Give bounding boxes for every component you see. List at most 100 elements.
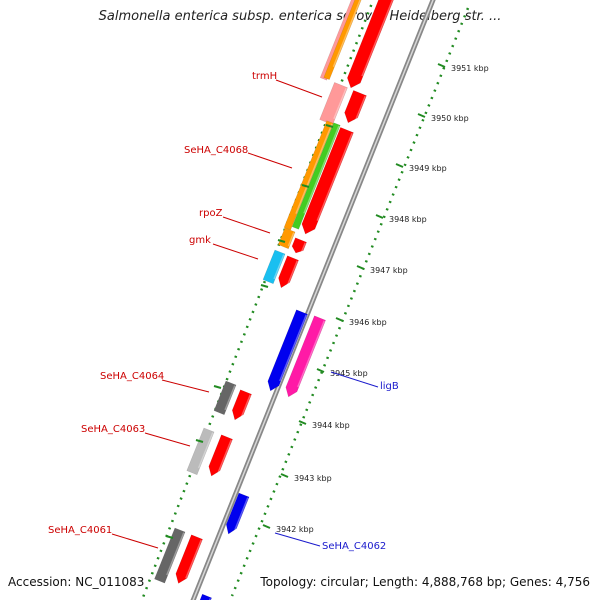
kbp-tick-mark [298,420,307,425]
feature-highlight [316,132,353,221]
feature-shape [283,120,334,231]
feature-cds-red-3[interactable] [299,127,354,236]
kbp-tick-mark [395,163,404,168]
left-tick-mark [301,184,310,188]
feature-cds-red-5[interactable] [276,255,299,290]
gene-label-SeHA_C4063[interactable]: SeHA_C4063 [81,424,145,435]
gene-leader-line [274,532,321,547]
feature-cds-red-6[interactable] [229,389,252,422]
feature-shape [301,127,354,235]
kbp-tick-label: 3942 kbp [276,525,314,534]
feature-cds-red-8[interactable] [173,534,203,586]
feature-highlight [240,394,251,418]
gene-leader-line [144,432,191,447]
accession-text: Accession: NC_011083 [8,575,145,589]
gene-label-ligB[interactable]: ligB [380,381,399,392]
feature-block-gray-2[interactable] [186,427,215,476]
gene-leader-line [330,371,379,388]
gene-label-SeHA_C4068[interactable]: SeHA_C4068 [184,145,248,156]
feature-shape [291,122,341,230]
feature-shape [267,309,308,392]
feature-block-gray-1[interactable] [213,380,237,416]
feature-highlight [297,320,325,388]
kbp-tick-label: 3945 kbp [330,369,368,378]
feature-shape [277,227,296,250]
kbp-tick-label: 3950 kbp [431,114,469,123]
gene-label-rpoZ[interactable]: rpoZ [199,208,223,219]
feature-highlight [333,87,347,120]
gene-label-SeHA_C4064[interactable]: SeHA_C4064 [100,371,164,382]
feature-shape [285,315,326,398]
feature-highlight [303,125,340,214]
dotted-guide-1 [140,0,375,600]
gene-leader-line [212,243,259,260]
feature-shape [154,527,186,584]
feature-highlight [197,432,214,469]
left-tick-mark [325,124,334,128]
feature-block-orange-top[interactable] [323,0,364,81]
feature-highlight [224,385,236,411]
feature-highlight [166,532,185,576]
feature-highlight [295,123,333,214]
feature-cds-red-top[interactable] [344,0,395,90]
gene-leader-line [111,533,159,549]
gene-leader-line [161,379,210,393]
feature-shape [319,82,348,126]
gene-label-SeHA_C4061[interactable]: SeHA_C4061 [48,525,112,536]
feature-block-gray-3[interactable] [154,527,186,584]
kbp-tick-label: 3946 kbp [349,318,387,327]
feature-shape [278,255,299,289]
feature-cds-blue-bottom[interactable] [198,593,212,600]
kbp-tick-label: 3948 kbp [389,215,427,224]
feature-block-pink[interactable] [319,82,348,126]
feature-shape [344,90,367,124]
feature-highlight [287,232,295,247]
kbp-tick-mark [417,113,426,118]
feature-cds-red-4[interactable] [290,237,307,255]
feature-shape [291,237,307,254]
feature-highlight [300,242,306,254]
map-title: Salmonella enterica subsp. enterica sero… [98,9,502,24]
gene-label-gmk[interactable]: gmk [189,235,211,246]
gene-label-trmH[interactable]: trmH [252,71,277,82]
left-tick-mark [277,239,286,243]
feature-cds-blue-C4062[interactable] [223,492,250,536]
kbp-tick-mark [437,63,446,68]
kbp-tick-mark [262,524,271,529]
feature-shape [198,593,212,600]
feature-cds-blue-ligB[interactable] [265,309,308,393]
dotted-guide-2 [230,7,470,597]
feature-cds-red-2[interactable] [342,90,367,125]
kbp-tick-mark [280,473,289,478]
gene-leader-line [247,152,293,169]
feature-highlight [332,0,363,68]
feature-block-orange[interactable] [283,120,334,231]
feature-block-green[interactable] [291,122,341,230]
kbp-tick-mark [335,317,344,322]
feature-highlight [354,95,366,121]
feature-block-cyan[interactable] [262,249,286,285]
gene-label-SeHA_C4062[interactable]: SeHA_C4062 [322,541,386,552]
feature-shape [347,0,395,89]
kbp-tick-mark [316,368,325,373]
kbp-tick-mark [375,214,384,219]
backbone-highlight [192,0,434,600]
feature-highlight [286,260,298,286]
feature-cds-magenta[interactable] [283,315,326,399]
kbp-tick-label: 3944 kbp [312,421,350,430]
feature-shape [186,427,215,476]
feature-shape [323,0,364,81]
feature-shape [213,380,237,416]
left-tick-mark [165,535,174,539]
feature-block-orange-small[interactable] [277,227,296,250]
feature-highlight [217,439,232,473]
feature-shape [175,534,203,584]
kbp-tick-label: 3943 kbp [294,474,332,483]
feature-shape [231,389,252,421]
kbp-tick-label: 3949 kbp [409,164,447,173]
kbp-tick-mark [356,265,365,270]
feature-cds-red-7[interactable] [206,434,233,478]
feature-shape [226,492,250,535]
feature-shape [262,249,286,285]
